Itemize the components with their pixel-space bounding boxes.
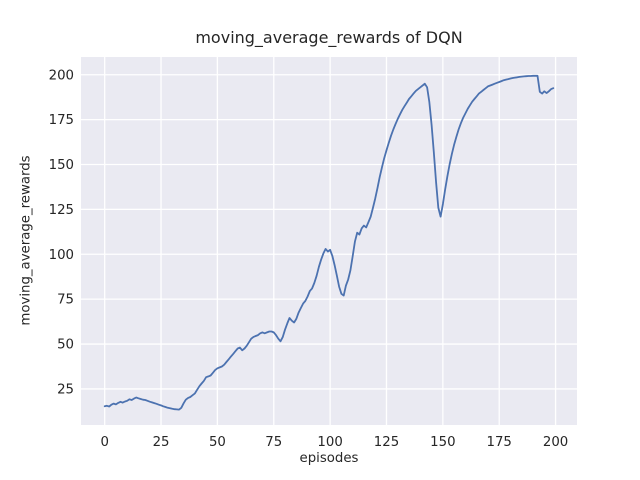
- y-axis-label: moving_average_rewards: [18, 155, 34, 326]
- y-tick-label: 75: [57, 293, 74, 308]
- x-tick-label: 0: [100, 435, 108, 450]
- y-tick-label: 125: [49, 203, 74, 218]
- x-tick-label: 75: [265, 435, 282, 450]
- x-tick-label: 50: [209, 435, 226, 450]
- y-tick-label: 50: [57, 338, 74, 353]
- plot-area: [81, 57, 577, 425]
- x-axis-label: episodes: [299, 451, 359, 466]
- x-tick-label: 200: [543, 435, 568, 450]
- y-tick-label: 200: [49, 68, 74, 83]
- data-line: [103, 74, 555, 411]
- x-tick-label: 125: [374, 435, 399, 450]
- x-tick-label: 25: [153, 435, 170, 450]
- y-tick-label: 175: [49, 113, 74, 128]
- y-tick-label: 25: [57, 382, 74, 397]
- x-tick-label: 175: [487, 435, 512, 450]
- x-tick-label: 150: [430, 435, 455, 450]
- y-tick-label: 100: [49, 248, 74, 263]
- chart-title: moving_average_rewards of DQN: [195, 28, 463, 47]
- y-tick-label: 150: [49, 158, 74, 173]
- x-tick-label: 100: [317, 435, 342, 450]
